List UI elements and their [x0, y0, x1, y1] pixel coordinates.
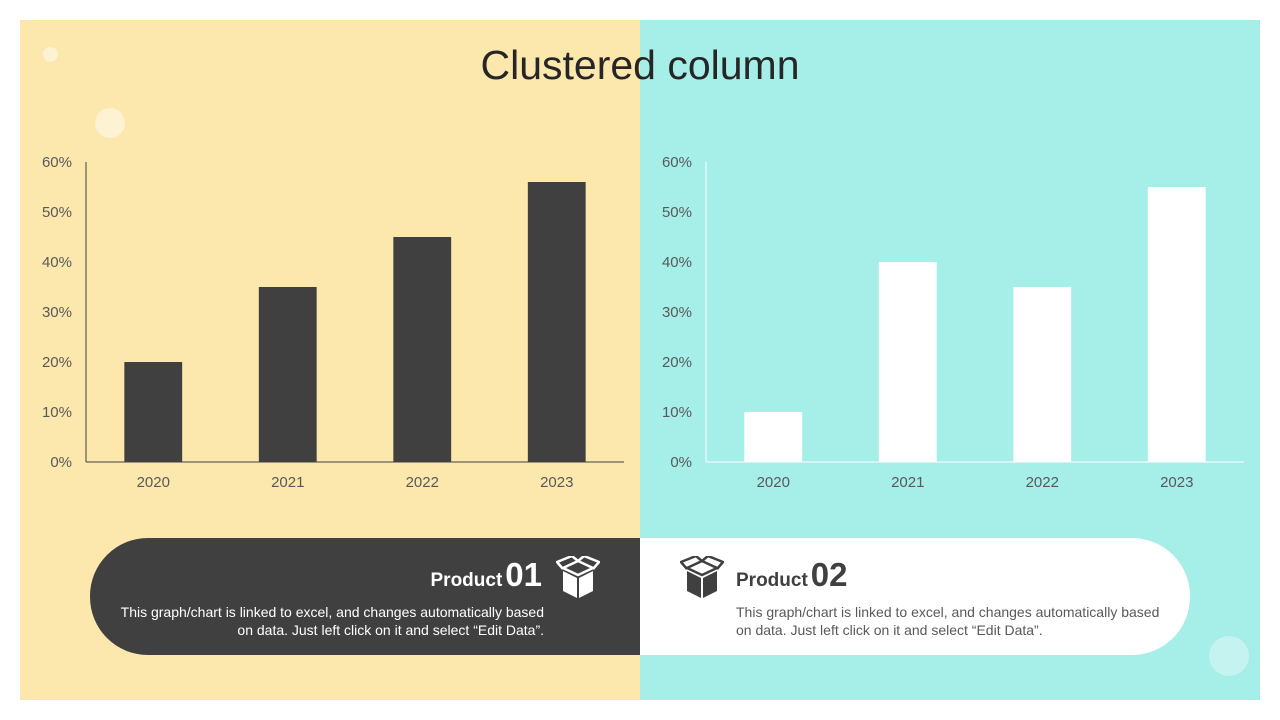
- slide-title: Clustered column: [480, 42, 800, 88]
- y-tick-label: 10%: [662, 404, 692, 421]
- bar-2022: [393, 237, 452, 462]
- decorative-circle: [43, 47, 58, 62]
- product-01-card: [90, 538, 640, 655]
- product-01-number: 01: [505, 556, 542, 593]
- product-02-description: This graph/chart is linked to excel, and…: [736, 604, 1160, 638]
- y-tick-label: 40%: [662, 254, 692, 271]
- x-tick-label: 2021: [271, 474, 304, 491]
- product-02-heading: Product 02: [736, 556, 848, 594]
- y-tick-label: 30%: [42, 304, 72, 321]
- product-02-column-chart: 0% 10% 20% 30% 40% 50% 60% 2020 2021 2022 2023: [662, 154, 1244, 491]
- bar-2021: [878, 262, 937, 462]
- x-tick-label: 2022: [1026, 474, 1059, 491]
- bar-2020: [124, 362, 183, 462]
- x-tick-label: 2021: [891, 474, 924, 491]
- product-01-description: This graph/chart is linked to excel, and…: [120, 604, 544, 638]
- bar-2020: [744, 412, 803, 462]
- y-tick-label: 60%: [42, 154, 72, 171]
- y-tick-label: 0%: [670, 454, 692, 471]
- y-tick-label: 40%: [42, 254, 72, 271]
- box-icon: [556, 556, 600, 598]
- x-tick-label: 2020: [137, 474, 170, 491]
- y-tick-label: 0%: [50, 454, 72, 471]
- product-02-card: [640, 538, 1190, 655]
- x-tick-label: 2023: [540, 474, 573, 491]
- product-01-label: Product: [430, 570, 503, 591]
- y-tick-label: 30%: [662, 304, 692, 321]
- x-tick-label: 2023: [1160, 474, 1193, 491]
- bar-2023: [1147, 187, 1206, 462]
- y-tick-label: 20%: [662, 354, 692, 371]
- y-tick-label: 20%: [42, 354, 72, 371]
- bar-2023: [527, 182, 586, 462]
- decorative-circle: [95, 108, 125, 138]
- product-02-label: Product: [736, 570, 808, 591]
- y-tick-label: 50%: [42, 204, 72, 221]
- x-tick-label: 2020: [757, 474, 790, 491]
- box-icon: [680, 556, 724, 598]
- y-tick-label: 60%: [662, 154, 692, 171]
- y-tick-label: 10%: [42, 404, 72, 421]
- y-tick-label: 50%: [662, 204, 692, 221]
- x-tick-label: 2022: [406, 474, 439, 491]
- product-01-heading: Product 01: [431, 556, 543, 594]
- product-01-column-chart: 0% 10% 20% 30% 40% 50% 60% 2020 2021 2022 2023: [42, 154, 624, 491]
- bar-2022: [1013, 287, 1072, 462]
- product-02-number: 02: [810, 556, 848, 593]
- bar-2021: [258, 287, 317, 462]
- decorative-circle: [1209, 636, 1249, 676]
